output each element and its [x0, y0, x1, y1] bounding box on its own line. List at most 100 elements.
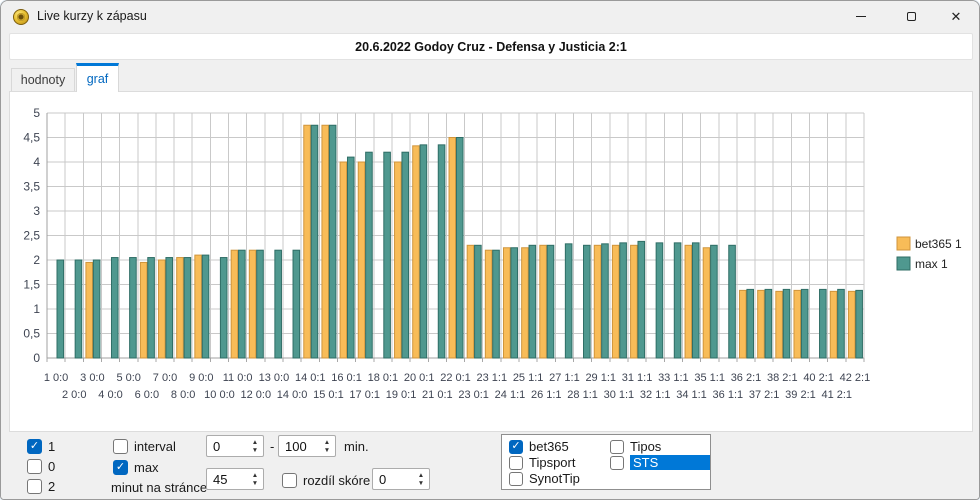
- svg-text:33 1:1: 33 1:1: [658, 372, 689, 384]
- spinner-up-icon[interactable]: [413, 471, 429, 479]
- svg-text:13 0:0: 13 0:0: [259, 372, 290, 384]
- max-label: max: [134, 459, 159, 475]
- svg-text:15 0:1: 15 0:1: [313, 389, 344, 401]
- svg-text:1,5: 1,5: [23, 278, 40, 292]
- bookmaker-tipsport[interactable]: Tipsport: [509, 455, 575, 470]
- outcome-1-label: 1: [48, 438, 56, 454]
- svg-text:41 2:1: 41 2:1: [821, 389, 852, 401]
- svg-text:2,5: 2,5: [23, 229, 40, 243]
- window-title: Live kurzy k zápasu: [37, 9, 147, 23]
- score-diff-spinner[interactable]: 0: [372, 468, 430, 490]
- svg-text:23 0:1: 23 0:1: [458, 389, 489, 401]
- score-diff-value: 0: [379, 471, 387, 487]
- svg-text:38 2:1: 38 2:1: [767, 372, 798, 384]
- app-icon: [13, 9, 29, 25]
- score-diff-checkbox[interactable]: rozdíl skóre: [282, 472, 370, 488]
- svg-text:28 1:1: 28 1:1: [567, 389, 598, 401]
- max-checkbox[interactable]: max: [113, 459, 159, 475]
- spinner-down-icon[interactable]: [413, 479, 429, 487]
- svg-text:32 1:1: 32 1:1: [640, 389, 671, 401]
- bookmaker-sts[interactable]: STS: [610, 455, 710, 470]
- score-diff-label: rozdíl skóre: [303, 472, 371, 488]
- svg-text:3 0:0: 3 0:0: [80, 372, 104, 384]
- svg-text:42 2:1: 42 2:1: [840, 372, 871, 384]
- spinner-arrows: [413, 469, 429, 489]
- close-button[interactable]: [933, 1, 979, 32]
- outcome-0-box[interactable]: [27, 458, 42, 474]
- svg-text:24 1:1: 24 1:1: [495, 389, 526, 401]
- minutes-per-page-spinner[interactable]: 45: [206, 468, 264, 490]
- svg-text:10 0:0: 10 0:0: [204, 389, 235, 401]
- outcome-1-checkbox[interactable]: 1: [27, 438, 55, 454]
- spinner-up-icon[interactable]: [247, 438, 263, 446]
- bookmaker-tipsport-label: Tipsport: [529, 455, 576, 470]
- maximize-button[interactable]: [888, 1, 934, 32]
- match-header: 20.6.2022 Godoy Cruz - Defensa y Justici…: [9, 33, 973, 60]
- svg-text:25 1:1: 25 1:1: [513, 372, 544, 384]
- svg-text:27 1:1: 27 1:1: [549, 372, 580, 384]
- spinner-arrows: [247, 436, 263, 456]
- interval-to-value: 100: [285, 438, 307, 454]
- svg-text:7 0:0: 7 0:0: [153, 372, 177, 384]
- bookmaker-sts-label: STS: [630, 455, 710, 470]
- max-box[interactable]: [113, 459, 128, 475]
- spinner-down-icon[interactable]: [319, 446, 335, 454]
- outcome-0-checkbox[interactable]: 0: [27, 458, 55, 474]
- bookmaker-tipos-label: Tipos: [630, 439, 662, 454]
- spinner-up-icon[interactable]: [247, 471, 263, 479]
- svg-text:0,5: 0,5: [23, 327, 40, 341]
- svg-text:4: 4: [33, 155, 40, 169]
- bookmaker-synottip[interactable]: SynotTip: [509, 471, 580, 486]
- outcome-1-box[interactable]: [27, 438, 42, 454]
- interval-checkbox[interactable]: interval: [113, 438, 176, 454]
- spinner-down-icon[interactable]: [247, 479, 263, 487]
- tab-hodnoty[interactable]: hodnoty: [11, 68, 75, 92]
- interval-box[interactable]: [113, 438, 128, 454]
- minutes-per-page-label: minut na stránce: [111, 480, 208, 495]
- svg-text:8 0:0: 8 0:0: [171, 389, 195, 401]
- interval-from-spinner[interactable]: 0: [206, 435, 264, 457]
- tab-graf[interactable]: graf: [76, 63, 119, 92]
- svg-text:19 0:1: 19 0:1: [386, 389, 417, 401]
- minutes-per-page-value: 45: [213, 471, 228, 487]
- svg-text:40 2:1: 40 2:1: [803, 372, 834, 384]
- svg-text:29 1:1: 29 1:1: [585, 372, 616, 384]
- outcome-0-label: 0: [48, 458, 56, 474]
- bookmaker-synottip-box[interactable]: [509, 471, 523, 486]
- svg-text:max 1: max 1: [915, 257, 948, 271]
- odds-chart: 0 0,5 1 1,5 2 2,5 3 3,5 4 4,5 5 1 0:0 2 0:0 3 0:0 4 0:…: [23, 106, 962, 401]
- spinner-down-icon[interactable]: [247, 446, 263, 454]
- svg-text:4 0:0: 4 0:0: [98, 389, 122, 401]
- bookmaker-listbox: bet365 Tipsport SynotTip Tipos STS: [501, 434, 711, 490]
- bookmaker-tipos-box[interactable]: [610, 439, 624, 454]
- svg-text:22 0:1: 22 0:1: [440, 372, 471, 384]
- bookmaker-bet365-label: bet365: [529, 439, 569, 454]
- score-diff-box[interactable]: [282, 472, 297, 488]
- svg-text:17 0:1: 17 0:1: [349, 389, 380, 401]
- svg-text:18 0:1: 18 0:1: [368, 372, 399, 384]
- bookmaker-tipsport-box[interactable]: [509, 455, 523, 470]
- minimize-button[interactable]: [838, 1, 884, 32]
- svg-text:39 2:1: 39 2:1: [785, 389, 816, 401]
- close-icon: [951, 8, 962, 26]
- spinner-up-icon[interactable]: [319, 438, 335, 446]
- svg-text:16 0:1: 16 0:1: [331, 372, 362, 384]
- outcome-2-box[interactable]: [27, 478, 42, 494]
- svg-text:20 0:1: 20 0:1: [404, 372, 435, 384]
- svg-text:6 0:0: 6 0:0: [135, 389, 159, 401]
- bookmaker-tipos[interactable]: Tipos: [610, 439, 661, 454]
- bookmaker-sts-box[interactable]: [610, 455, 624, 470]
- maximize-icon: [906, 12, 916, 21]
- chart-panel: 0 0,5 1 1,5 2 2,5 3 3,5 4 4,5 5 1 0:0 2 0:0 3 0:0 4 0:…: [9, 91, 973, 432]
- svg-text:26 1:1: 26 1:1: [531, 389, 562, 401]
- outcome-2-checkbox[interactable]: 2: [27, 478, 55, 494]
- interval-to-spinner[interactable]: 100: [278, 435, 336, 457]
- controls-panel: 1 0 2 interval max minut na stránce 0 -: [1, 433, 979, 499]
- bookmaker-bet365-box[interactable]: [509, 439, 523, 454]
- bookmaker-synottip-label: SynotTip: [529, 471, 580, 486]
- spinner-arrows: [319, 436, 335, 456]
- svg-text:31 1:1: 31 1:1: [622, 372, 653, 384]
- interval-from-value: 0: [213, 438, 221, 454]
- bookmaker-bet365[interactable]: bet365: [509, 439, 569, 454]
